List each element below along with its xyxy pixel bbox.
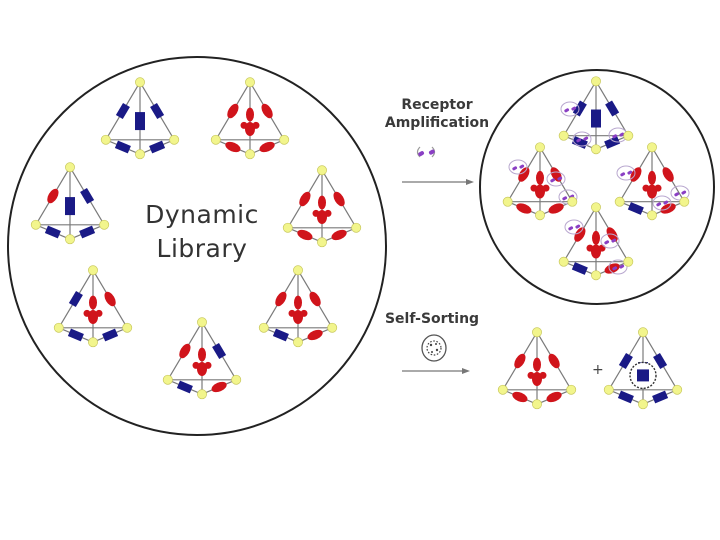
sorted-blue-cage-with-guest	[603, 327, 683, 410]
amplified-cage-1	[558, 76, 634, 155]
sorted-red-cage	[497, 327, 577, 410]
cage-mixed-lowright	[258, 265, 338, 348]
library-title: Dynamic Library	[122, 198, 282, 266]
plus-sign: +	[592, 362, 604, 378]
cage-red-top	[210, 77, 290, 160]
macrocycle-guest-icon	[421, 334, 447, 362]
cage-mixed-left	[30, 162, 110, 245]
cage-mixed-lowleft	[53, 265, 133, 348]
cage-red-right	[282, 165, 362, 248]
library-title-line2: Library	[156, 234, 248, 263]
amplification-circle	[479, 69, 715, 305]
cage-blue-top	[100, 77, 180, 160]
self-sorting-label: Self-Sorting	[384, 311, 480, 327]
receptor-amplification-arrow	[402, 179, 474, 185]
self-sorting-arrow	[402, 368, 470, 374]
amplified-cage-3	[614, 142, 690, 221]
cage-mixed-bottom	[162, 317, 242, 400]
receptor-label-line1: Receptor	[401, 97, 473, 113]
receptor-label-line2: Amplification	[384, 115, 490, 131]
receptor-capsule-icon	[416, 146, 436, 158]
dynamic-library-circle	[7, 56, 387, 436]
amplified-cage-2	[502, 142, 578, 221]
receptor-amplification-label: Receptor Amplification	[372, 96, 502, 132]
amplified-cage-4	[558, 202, 634, 281]
library-title-line1: Dynamic	[145, 200, 259, 229]
